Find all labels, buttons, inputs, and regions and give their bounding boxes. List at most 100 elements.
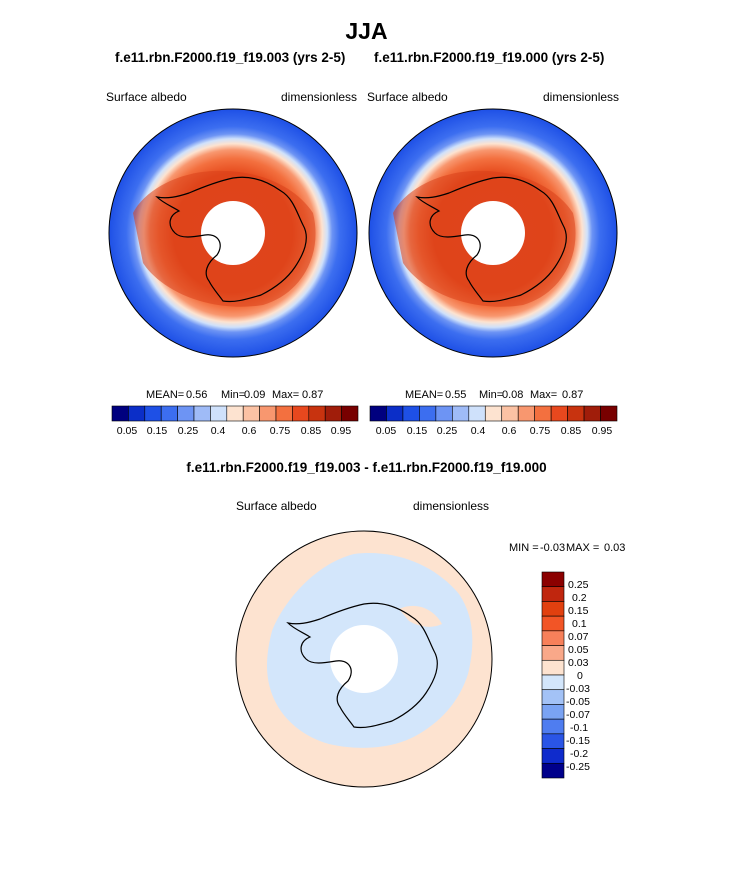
diff-tick-label: -0.07 (566, 709, 590, 721)
colorbar-swatch (419, 405, 437, 422)
colorbar-swatch (386, 405, 404, 422)
colorbar-swatch (144, 405, 162, 422)
diff-units-label: dimensionless (413, 499, 490, 513)
diff-tick-label: -0.15 (566, 735, 590, 747)
colorbar-swatch (369, 405, 387, 422)
panel-1-tick-label: 0.25 (177, 425, 199, 437)
colorbar-swatch (583, 405, 601, 422)
diff-tick-label: 0.15 (568, 605, 589, 617)
diff-colorbar-swatch (541, 733, 565, 749)
panel-2-mean-label: MEAN= (405, 389, 444, 401)
panel-1-tick-label: 0.85 (300, 425, 322, 437)
panel-1-tick-label: 0.6 (241, 425, 257, 437)
diff-colorbar-swatch (541, 704, 565, 720)
panel-1-tick-label: 0.95 (330, 425, 352, 437)
panel-2-tick-label: 0.05 (375, 425, 397, 437)
colorbar-swatch (111, 405, 129, 422)
diff-tick-label: 0.05 (568, 644, 589, 656)
diff-title: f.e11.rbn.F2000.f19_f19.003 - f.e11.rbn.… (186, 460, 547, 475)
main-title: JJA (345, 18, 388, 44)
panel-1-mean-value: 0.56 (186, 389, 208, 401)
panel-2-tick-label: 0.15 (406, 425, 428, 437)
panel-2-tick-label: 0.75 (529, 425, 551, 437)
panel-1-colorbar (111, 405, 359, 422)
diff-tick-label: 0.1 (572, 618, 587, 630)
panel-1-tick-label: 0.4 (210, 425, 226, 437)
panel-2-tick-label: 0.85 (560, 425, 582, 437)
diff-tick-label: -0.25 (566, 761, 590, 773)
diff-tick-label: 0.25 (568, 579, 589, 591)
panel-2-map (368, 108, 618, 358)
panel-1-units-label: dimensionless (281, 90, 358, 104)
diff-map (235, 530, 493, 788)
colorbar-swatch (226, 405, 244, 422)
colorbar-swatch (275, 405, 293, 422)
panel-2-tick-label: 0.25 (436, 425, 458, 437)
colorbar-swatch (210, 405, 228, 422)
diff-colorbar-swatch (541, 615, 565, 632)
diff-colorbar-swatch (541, 718, 565, 735)
colorbar-swatch (484, 405, 503, 422)
diff-colorbar-swatch (541, 586, 565, 602)
diff-colorbar-swatch (541, 762, 565, 779)
panel-2-field-label: Surface albedo (367, 90, 448, 104)
diff-colorbar-swatch (541, 571, 565, 588)
colorbar-swatch (193, 405, 211, 422)
colorbar-swatch (468, 405, 486, 422)
colorbar-swatch (517, 405, 535, 422)
colorbar-swatch (128, 405, 146, 422)
colorbar-swatch (259, 405, 277, 422)
panel-1-tick-label: 0.15 (146, 425, 168, 437)
colorbar-swatch (534, 405, 552, 422)
panel-2-tick-label: 0.95 (591, 425, 613, 437)
panel-2-min-label: Min= (479, 389, 504, 401)
diff-colorbar-swatch (541, 674, 565, 691)
diff-tick-label: -0.2 (570, 748, 589, 760)
colorbar-swatch (550, 405, 568, 422)
diff-tick-label: -0.05 (566, 696, 590, 708)
colorbar-swatch (160, 405, 178, 422)
panel-1-map (108, 108, 358, 358)
diff-colorbar-swatch (541, 689, 565, 705)
diff-colorbar-swatch (541, 601, 565, 617)
diff-field-label: Surface albedo (236, 499, 317, 513)
panel-2-colorbar (369, 405, 618, 422)
panel-2-title: f.e11.rbn.F2000.f19_f19.000 (yrs 2-5) (374, 50, 605, 65)
colorbar-swatch (435, 405, 453, 422)
colorbar-swatch (402, 405, 420, 422)
colorbar-swatch (341, 405, 359, 422)
diff-min-label: MIN = (509, 542, 539, 554)
diff-tick-label: 0 (577, 670, 583, 682)
diff-colorbar-swatch (541, 659, 565, 676)
diff-colorbar-swatch (541, 748, 565, 764)
panel-1-tick-label: 0.05 (116, 425, 138, 437)
colorbar-swatch (308, 405, 326, 422)
colorbar-swatch (177, 405, 195, 422)
diff-max-label: MAX = (566, 542, 600, 554)
diff-tick-label: -0.1 (570, 722, 589, 734)
panel-1-mean-label: MEAN= (146, 389, 185, 401)
panel-1-field-label: Surface albedo (106, 90, 187, 104)
colorbar-swatch (600, 405, 618, 422)
diff-max-value: 0.03 (604, 542, 626, 554)
diff-colorbar-swatch (541, 645, 565, 661)
panel-1-tick-label: 0.75 (269, 425, 291, 437)
colorbar-swatch (292, 405, 310, 422)
diff-min-value: -0.03 (540, 542, 566, 554)
diff-colorbar (541, 571, 565, 779)
diff-tick-label: -0.03 (566, 683, 590, 695)
colorbar-swatch (501, 405, 519, 422)
panel-1-max-value: 0.87 (302, 389, 324, 401)
panel-2-max-value: 0.87 (562, 389, 584, 401)
colorbar-swatch (452, 405, 470, 422)
panel-2-tick-label: 0.6 (501, 425, 517, 437)
panel-2-mean-value: 0.55 (445, 389, 467, 401)
diff-tick-label: 0.03 (568, 657, 589, 669)
panel-2-max-label: Max= (530, 389, 558, 401)
colorbar-swatch (567, 405, 585, 422)
panel-2-min-value: 0.08 (502, 389, 524, 401)
panel-1-title: f.e11.rbn.F2000.f19_f19.003 (yrs 2-5) (115, 50, 346, 65)
colorbar-swatch (324, 405, 342, 422)
colorbar-swatch (242, 405, 260, 422)
